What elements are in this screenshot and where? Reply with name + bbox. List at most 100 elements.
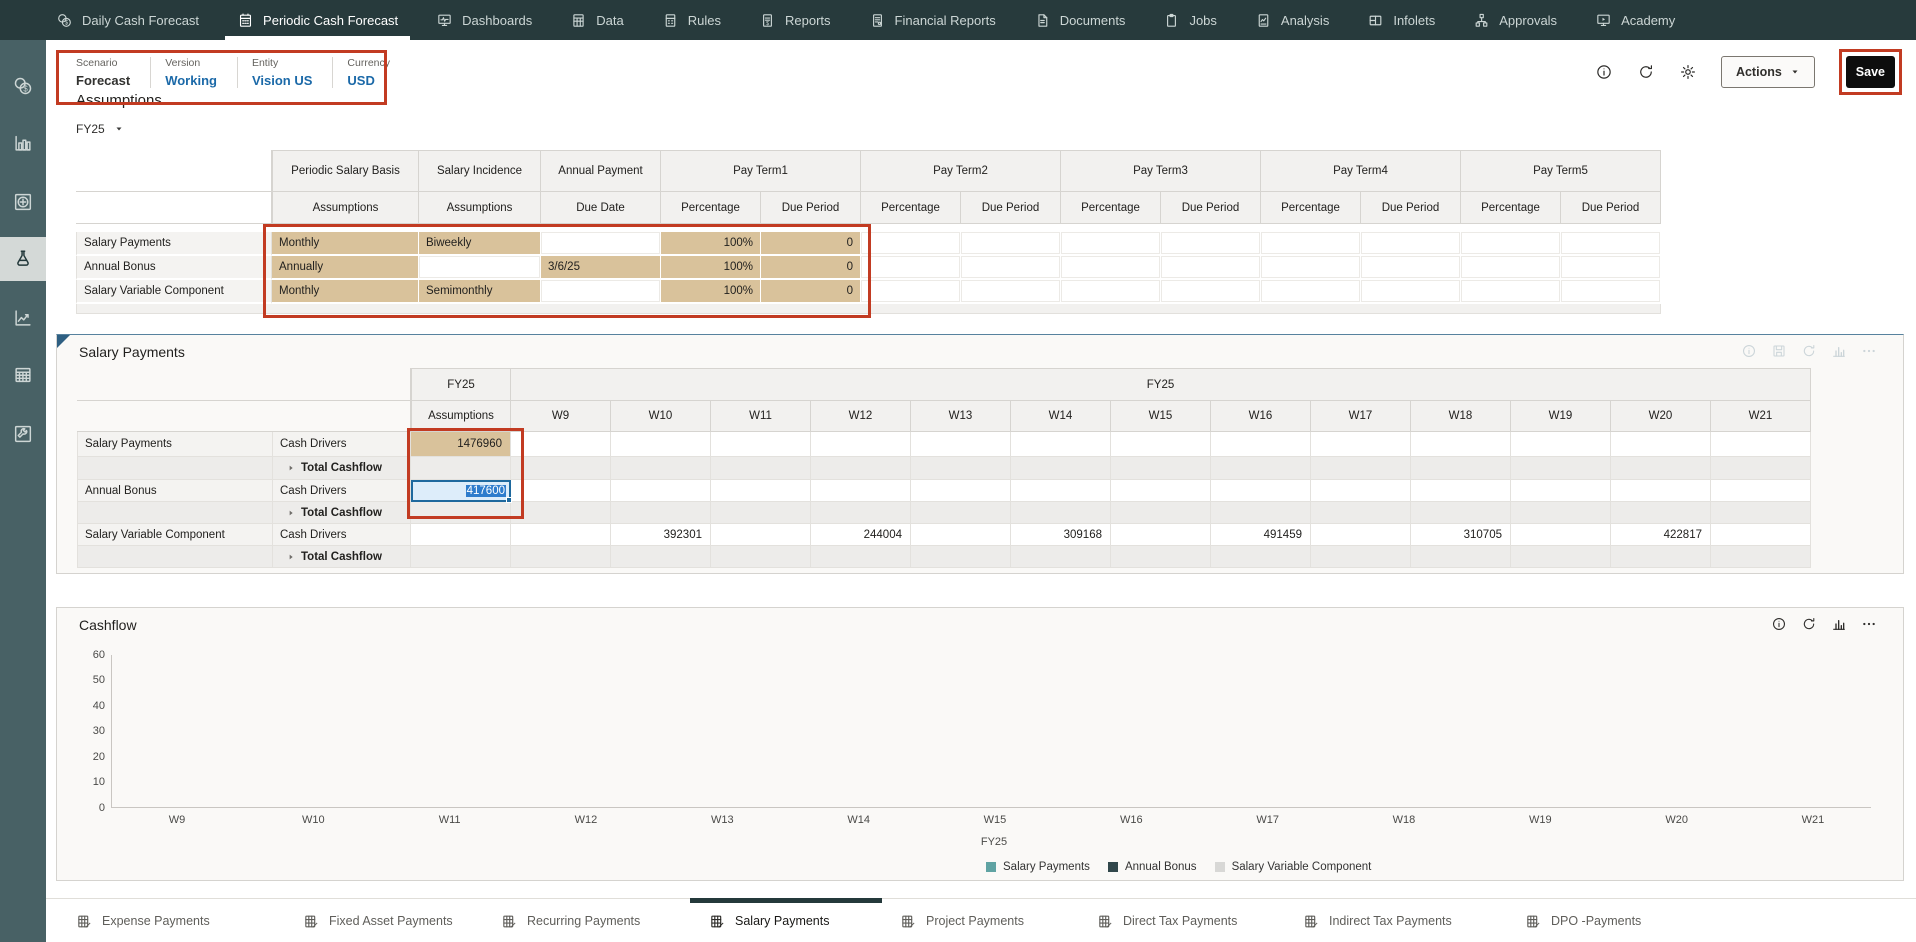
nav-tab-dashboards[interactable]: Dashboards bbox=[436, 0, 532, 40]
assumption-cell[interactable] bbox=[1061, 256, 1161, 280]
bottom-tab-expense-payments[interactable]: Expense Payments bbox=[76, 899, 210, 942]
total-cashflow-cell[interactable]: Total Cashflow bbox=[273, 457, 411, 480]
bottom-tab-recurring-payments[interactable]: Recurring Payments bbox=[501, 899, 640, 942]
assumption-cell[interactable]: 0 bbox=[761, 232, 861, 256]
sidebar-item-forecast-flask[interactable] bbox=[0, 237, 46, 281]
info-icon[interactable] bbox=[1595, 63, 1613, 81]
refresh-icon[interactable] bbox=[1801, 343, 1817, 359]
week-data-cell[interactable] bbox=[1111, 432, 1211, 457]
assumption-cell[interactable]: Biweekly bbox=[419, 232, 541, 256]
assumption-cell[interactable] bbox=[1461, 232, 1561, 256]
assumption-cell[interactable] bbox=[1061, 232, 1161, 256]
assumption-cell[interactable]: 100% bbox=[661, 232, 761, 256]
pov-value-version[interactable]: Working bbox=[165, 73, 217, 88]
assumption-cell[interactable] bbox=[1261, 256, 1361, 280]
week-data-cell[interactable] bbox=[1711, 480, 1811, 502]
actions-button[interactable]: Actions bbox=[1720, 56, 1815, 88]
year-selector[interactable]: FY25 bbox=[76, 122, 124, 136]
week-data-cell[interactable] bbox=[1111, 480, 1211, 502]
sidebar-item-data-table[interactable] bbox=[0, 353, 46, 397]
week-data-cell[interactable] bbox=[911, 524, 1011, 546]
assumption-cell[interactable]: 100% bbox=[661, 256, 761, 280]
assumption-cell[interactable] bbox=[1461, 280, 1561, 304]
assumption-cell[interactable] bbox=[861, 232, 961, 256]
nav-tab-documents[interactable]: Documents bbox=[1034, 0, 1125, 40]
nav-tab-analysis[interactable]: Analysis bbox=[1255, 0, 1329, 40]
assumption-cell[interactable] bbox=[961, 232, 1061, 256]
assumption-cell[interactable]: Monthly bbox=[272, 232, 419, 256]
nav-tab-approvals[interactable]: Approvals bbox=[1473, 0, 1557, 40]
assumption-cell[interactable]: 0 bbox=[761, 280, 861, 304]
bottom-tab-fixed-asset-payments[interactable]: Fixed Asset Payments bbox=[303, 899, 453, 942]
nav-tab-periodic-cash-forecast[interactable]: Periodic Cash Forecast bbox=[225, 0, 411, 40]
assumption-value-cell[interactable] bbox=[411, 524, 511, 546]
week-data-cell[interactable] bbox=[1711, 524, 1811, 546]
week-data-cell[interactable] bbox=[1311, 524, 1411, 546]
week-data-cell[interactable] bbox=[1011, 480, 1111, 502]
week-data-cell[interactable] bbox=[1011, 432, 1111, 457]
week-data-cell[interactable] bbox=[911, 432, 1011, 457]
assumption-cell[interactable] bbox=[1561, 280, 1661, 304]
bottom-tab-project-payments[interactable]: Project Payments bbox=[900, 899, 1024, 942]
refresh-icon[interactable] bbox=[1801, 616, 1817, 632]
assumption-cell[interactable] bbox=[1261, 280, 1361, 304]
week-data-cell[interactable] bbox=[511, 480, 611, 502]
assumption-cell[interactable] bbox=[1461, 256, 1561, 280]
total-cashflow-cell[interactable]: Total Cashflow bbox=[273, 546, 411, 568]
assumption-cell[interactable] bbox=[1061, 280, 1161, 304]
assumption-cell[interactable] bbox=[1161, 232, 1261, 256]
info-icon[interactable] bbox=[1771, 616, 1787, 632]
info-icon[interactable] bbox=[1741, 343, 1757, 359]
assumption-cell[interactable] bbox=[961, 280, 1061, 304]
week-data-cell[interactable] bbox=[611, 432, 711, 457]
week-data-cell[interactable] bbox=[711, 432, 811, 457]
pov-value-entity[interactable]: Vision US bbox=[251, 73, 313, 88]
week-data-cell[interactable] bbox=[1211, 432, 1311, 457]
settings-icon[interactable] bbox=[1679, 63, 1697, 81]
week-data-cell[interactable]: 491459 bbox=[1211, 524, 1311, 546]
week-data-cell[interactable] bbox=[1211, 480, 1311, 502]
assumption-cell[interactable] bbox=[1161, 256, 1261, 280]
week-data-cell[interactable]: 392301 bbox=[611, 524, 711, 546]
assumption-cell[interactable]: 3/6/25 bbox=[541, 256, 661, 280]
assumption-cell[interactable]: Annually bbox=[272, 256, 419, 280]
assumption-cell[interactable] bbox=[961, 256, 1061, 280]
assumption-cell[interactable] bbox=[1361, 232, 1461, 256]
week-data-cell[interactable]: 422817 bbox=[1611, 524, 1711, 546]
save-icon[interactable] bbox=[1771, 343, 1787, 359]
assumption-cell[interactable] bbox=[1561, 232, 1661, 256]
sidebar-item-bar-chart[interactable] bbox=[0, 121, 46, 165]
week-data-cell[interactable] bbox=[711, 480, 811, 502]
assumption-cell[interactable] bbox=[541, 232, 661, 256]
week-data-cell[interactable] bbox=[1511, 480, 1611, 502]
editing-cell[interactable]: 417600 bbox=[411, 480, 512, 503]
fill-handle[interactable] bbox=[506, 497, 512, 503]
sidebar-item-trend-chart[interactable] bbox=[0, 296, 46, 340]
assumption-cell[interactable] bbox=[541, 280, 661, 304]
week-data-cell[interactable] bbox=[711, 524, 811, 546]
pov-value-currency[interactable]: USD bbox=[347, 73, 375, 88]
week-data-cell[interactable]: 310705 bbox=[1411, 524, 1511, 546]
nav-tab-daily-cash-forecast[interactable]: $ Daily Cash Forecast bbox=[56, 0, 199, 40]
nav-tab-academy[interactable]: Academy bbox=[1595, 0, 1675, 40]
assumption-cell[interactable] bbox=[1361, 256, 1461, 280]
assumption-cell[interactable] bbox=[861, 280, 961, 304]
week-data-cell[interactable] bbox=[1611, 480, 1711, 502]
sidebar-item-cash-currency[interactable]: $ bbox=[0, 64, 46, 108]
week-data-cell[interactable] bbox=[811, 432, 911, 457]
week-data-cell[interactable] bbox=[1511, 432, 1611, 457]
save-button[interactable]: Save bbox=[1845, 56, 1895, 88]
total-cashflow-cell[interactable]: Total Cashflow bbox=[273, 502, 411, 524]
assumption-cell[interactable] bbox=[419, 256, 541, 280]
assumption-value-cell[interactable]: 1476960 bbox=[411, 432, 511, 457]
chart-icon[interactable] bbox=[1831, 343, 1847, 359]
ellipsis-icon[interactable] bbox=[1861, 616, 1877, 632]
week-data-cell[interactable] bbox=[911, 480, 1011, 502]
assumption-cell[interactable]: Monthly bbox=[272, 280, 419, 304]
week-data-cell[interactable] bbox=[1411, 432, 1511, 457]
nav-tab-financial-reports[interactable]: Financial Reports bbox=[869, 0, 996, 40]
assumption-cell[interactable] bbox=[1361, 280, 1461, 304]
week-data-cell[interactable] bbox=[511, 432, 611, 457]
assumption-cell[interactable] bbox=[1161, 280, 1261, 304]
week-data-cell[interactable] bbox=[1411, 480, 1511, 502]
